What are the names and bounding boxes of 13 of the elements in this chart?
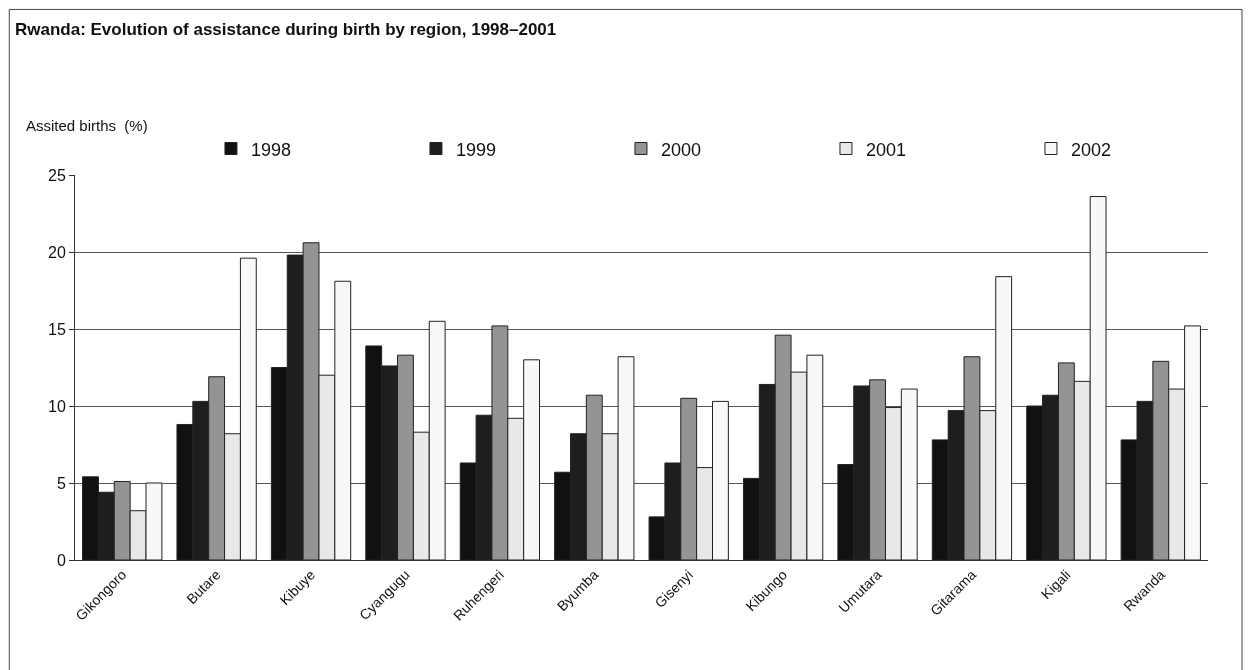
legend-label: 2000 <box>660 139 702 160</box>
y-tick-label: 0 <box>56 551 66 569</box>
y-tick-label: 15 <box>48 320 66 338</box>
legend-label: 2001 <box>865 139 907 160</box>
y-tick-label: 20 <box>48 243 66 261</box>
y-tick-label: 10 <box>48 397 66 415</box>
y-tick-label: 5 <box>56 474 66 492</box>
y-axis-title: Assited births (%) <box>26 117 148 134</box>
legend-label: 1998 <box>250 139 292 160</box>
legend-label: 1999 <box>455 139 497 160</box>
y-tick-label: 25 <box>48 166 66 184</box>
chart-title: Rwanda: Evolution of assistance during birth by region, 1998–2001 <box>14 20 557 40</box>
legend-label: 2002 <box>1070 139 1112 160</box>
